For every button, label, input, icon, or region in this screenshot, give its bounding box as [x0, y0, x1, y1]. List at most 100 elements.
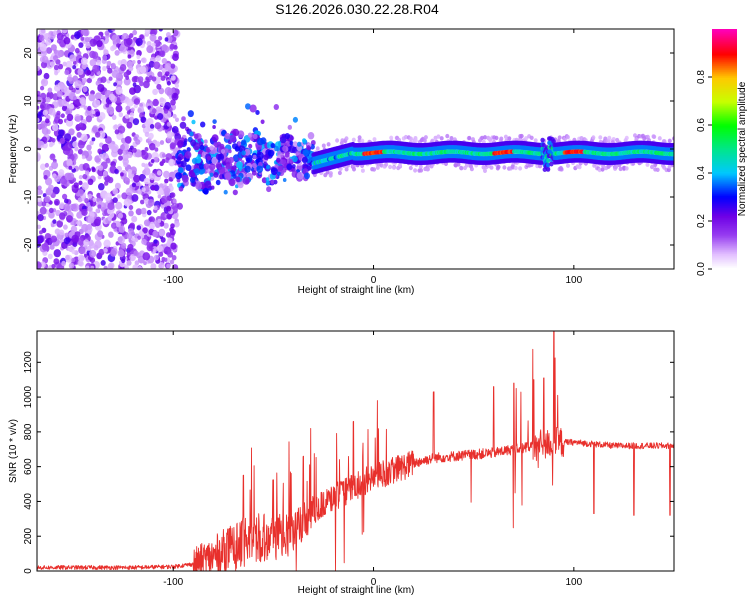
- spectrogram-cell: [483, 168, 487, 173]
- spectrogram-cell: [131, 182, 136, 188]
- colorbar-step: [712, 37, 737, 40]
- spectrogram-cell: [65, 254, 70, 261]
- colorbar-step: [712, 71, 737, 74]
- spectrogram-cell: [108, 231, 114, 238]
- spectrogram-cell: [63, 203, 70, 212]
- spectrogram-cell: [62, 193, 68, 200]
- spectrogram-cell: [120, 242, 127, 249]
- colorbar-step: [712, 157, 737, 160]
- spectrogram-cell: [116, 222, 121, 228]
- spectrogram-cell: [148, 60, 155, 68]
- spectrogram-cell: [74, 47, 80, 54]
- spectrogram-cell: [89, 38, 97, 47]
- spectrogram-cell: [193, 168, 200, 176]
- colorbar-step: [712, 119, 737, 122]
- spectrogram-cell: [483, 135, 487, 140]
- spectrogram-cell: [45, 187, 53, 196]
- spectrogram-cell: [48, 107, 56, 116]
- spectrogram-cell: [84, 170, 90, 176]
- spectrogram-cell: [282, 145, 288, 152]
- spectrogram-cell: [256, 137, 264, 146]
- spectrogram-cell: [172, 53, 179, 61]
- spectrogram-cell: [413, 138, 418, 143]
- colorbar-step: [712, 103, 737, 106]
- spectrogram-cell: [287, 124, 292, 130]
- spectrogram-cell: [61, 29, 68, 34]
- spectrogram-cell: [98, 183, 105, 191]
- colorbar-step: [712, 31, 737, 34]
- spectrogram-cell: [171, 92, 179, 101]
- spectrogram-cell: [171, 255, 177, 261]
- spectrogram-cell: [137, 76, 144, 83]
- spectrogram-cell: [74, 80, 82, 89]
- spectrogram-cell: [108, 93, 115, 101]
- spectrogram-cell: [459, 166, 464, 171]
- colorbar-step: [712, 87, 737, 90]
- spectrogram-cell: [45, 118, 50, 124]
- spectrogram-cell: [141, 238, 147, 245]
- spectrogram-cell: [82, 86, 88, 93]
- spectrogram-cell: [244, 165, 251, 173]
- spectrogram-cell: [149, 33, 157, 42]
- spectrogram-cell: [157, 113, 164, 120]
- spectrogram-cell: [634, 137, 639, 142]
- colorbar-step: [712, 267, 737, 270]
- spectrogram-cell: [81, 77, 87, 84]
- colorbar-step: [712, 207, 737, 210]
- spectrogram-cell: [101, 143, 110, 152]
- spectrogram-cell: [388, 164, 393, 170]
- spectrogram-cell: [256, 165, 264, 173]
- spectrogram-cell: [137, 235, 141, 240]
- spectrogram-cell: [129, 230, 135, 236]
- colorbar-step: [712, 225, 737, 228]
- spectrogram-cell: [105, 103, 110, 108]
- spectrogram-cell: [66, 215, 73, 223]
- spectrogram-cell: [117, 125, 126, 134]
- spectrogram-cell: [210, 185, 215, 190]
- spectrogram-cell: [184, 151, 192, 159]
- spectrogram-cell: [175, 117, 179, 123]
- spectrogram-cell: [338, 166, 343, 171]
- spectrogram-cell: [89, 50, 96, 59]
- spectrogram-cell: [132, 60, 136, 64]
- spectrogram-cell: [127, 169, 133, 175]
- spectrogram-cell: [189, 177, 196, 184]
- spectrogram-cell: [260, 119, 265, 125]
- spectrogram-cell: [598, 135, 603, 140]
- spectrogram-cell: [183, 138, 188, 143]
- spectrogram-cell: [174, 133, 182, 141]
- spectrogram-cell: [111, 29, 116, 32]
- spectrogram-cell: [53, 198, 60, 206]
- spectrogram-cell: [284, 152, 290, 158]
- spectrogram-cell: [52, 124, 59, 132]
- colorbar-gradient: [712, 29, 737, 270]
- colorbar-step: [712, 171, 737, 174]
- spectrogram-cell: [157, 71, 163, 78]
- colorbar-step: [712, 81, 737, 84]
- colorbar-step: [712, 121, 737, 124]
- spectrogram-cell: [163, 222, 169, 229]
- spectrogram-cell: [86, 69, 92, 75]
- spectrogram-cell: [157, 218, 162, 223]
- spectrogram-cell: [279, 136, 287, 144]
- spectrogram-cell: [150, 263, 157, 269]
- spectrogram-cell: [172, 198, 177, 204]
- spectrogram-cell: [172, 29, 179, 37]
- spectrogram-cell: [41, 243, 49, 251]
- spectrogram-cell: [51, 263, 56, 269]
- spectrogram-cell: [58, 169, 65, 176]
- y-tick-label: 200: [23, 527, 34, 544]
- spectrogram-cell: [202, 187, 209, 195]
- spectrogram-cell: [181, 174, 189, 183]
- spectrogram-cell: [164, 101, 171, 110]
- spectrogram-cell: [42, 109, 49, 116]
- spectrogram-cell: [113, 82, 117, 87]
- spectrogram-cell: [266, 186, 272, 193]
- spectrogram-cell: [42, 55, 49, 63]
- spectrogram-cell: [163, 187, 171, 195]
- spectrogram-cell: [95, 111, 101, 117]
- spectrogram-cell: [328, 173, 333, 178]
- spectrogram-cell: [86, 223, 93, 230]
- spectrogram-cell: [655, 167, 660, 172]
